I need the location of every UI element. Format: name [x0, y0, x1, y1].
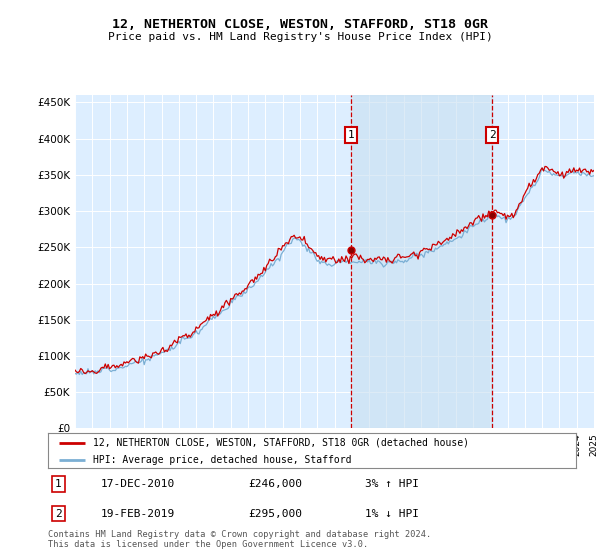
Text: 2: 2	[55, 508, 62, 519]
Text: Price paid vs. HM Land Registry's House Price Index (HPI): Price paid vs. HM Land Registry's House …	[107, 32, 493, 43]
Text: Contains HM Land Registry data © Crown copyright and database right 2024.
This d: Contains HM Land Registry data © Crown c…	[48, 530, 431, 549]
Text: 1: 1	[348, 130, 355, 140]
Text: 12, NETHERTON CLOSE, WESTON, STAFFORD, ST18 0GR (detached house): 12, NETHERTON CLOSE, WESTON, STAFFORD, S…	[93, 437, 469, 447]
Bar	[351, 95, 492, 428]
Text: £246,000: £246,000	[248, 479, 302, 489]
Text: £295,000: £295,000	[248, 508, 302, 519]
Text: 19-FEB-2019: 19-FEB-2019	[101, 508, 175, 519]
Text: HPI: Average price, detached house, Stafford: HPI: Average price, detached house, Staf…	[93, 455, 352, 465]
Text: 12, NETHERTON CLOSE, WESTON, STAFFORD, ST18 0GR: 12, NETHERTON CLOSE, WESTON, STAFFORD, S…	[112, 18, 488, 31]
Text: 17-DEC-2010: 17-DEC-2010	[101, 479, 175, 489]
Text: 1: 1	[55, 479, 62, 489]
Text: 1% ↓ HPI: 1% ↓ HPI	[365, 508, 419, 519]
Text: 3% ↑ HPI: 3% ↑ HPI	[365, 479, 419, 489]
Text: 2: 2	[489, 130, 496, 140]
